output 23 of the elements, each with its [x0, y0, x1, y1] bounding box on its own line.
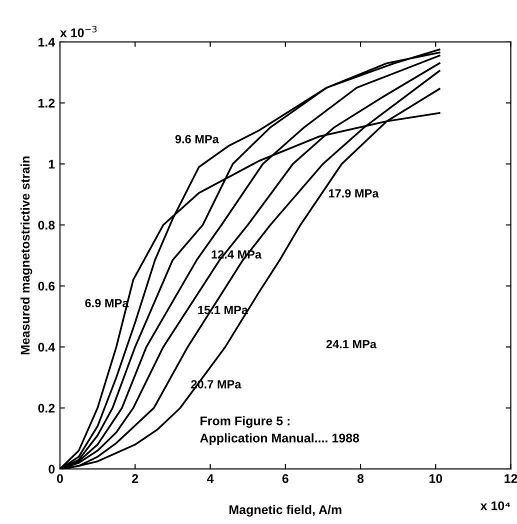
x-tick-label: 12	[504, 474, 517, 483]
y-tick-label: 0.2	[38, 404, 55, 413]
x-tick-label: 8	[357, 474, 364, 484]
text: x 10⁴	[480, 501, 510, 510]
y-axis-title: Measured magnetostrictive strain	[20, 156, 32, 354]
y-tick-label: 0.4	[38, 342, 56, 352]
x-tick-label: 0	[56, 474, 63, 484]
text: x 10$^{−3}$	[60, 26, 97, 38]
annotation: From Figure 5 : Application Manual.... 1988	[200, 416, 360, 445]
x-tick-label: 10	[429, 474, 442, 484]
annotation: 17.9 MPa	[328, 189, 379, 198]
x-axis-title: Magnetic field, A/m	[230, 504, 342, 517]
annotation: 24.1 MPa	[326, 340, 377, 348]
y-tick-label: 1	[48, 160, 55, 168]
x-tick-label: 4	[206, 474, 214, 483]
y-tick-label: 0	[48, 464, 55, 474]
y-tick-label: 0.8	[38, 220, 55, 230]
y-tick-label: 1.2	[38, 98, 55, 108]
x-tick-label: 2	[132, 474, 138, 483]
y-tick-label: 0.6	[38, 282, 55, 291]
y-tick-label: 1.4	[38, 38, 56, 46]
x-tick-label: 6	[282, 474, 288, 484]
annotation: 9.6 MPa	[175, 134, 219, 144]
